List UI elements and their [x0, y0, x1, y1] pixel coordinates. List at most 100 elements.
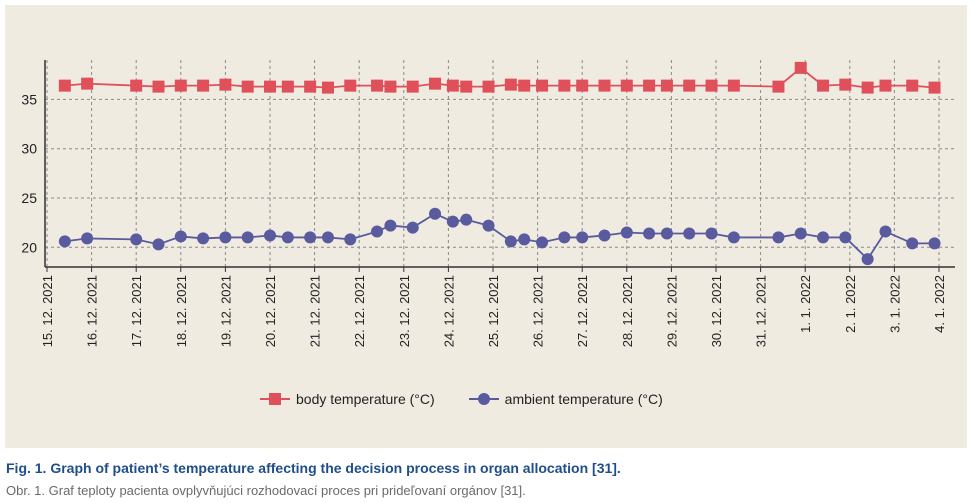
body-temperature-point — [727, 79, 740, 92]
body-temperature-swatch-icon — [260, 392, 290, 406]
ambient-temperature-point — [304, 231, 317, 244]
legend-item-ambient-temperature: ambient temperature (°C) — [468, 391, 663, 407]
legend-item-body-temperature: body temperature (°C) — [260, 391, 435, 407]
ambient-temperature-point — [130, 233, 143, 246]
x-tick-label: 4. 1. 2022 — [932, 275, 947, 333]
x-tick-label: 31. 12. 2021 — [754, 275, 769, 347]
y-tick-label: 35 — [21, 91, 37, 107]
ambient-temperature-point — [705, 227, 718, 240]
body-temperature-point — [504, 78, 517, 91]
ambient-temperature-point — [817, 231, 830, 244]
ambient-temperature-point — [504, 235, 517, 248]
ambient-temperature-point — [429, 207, 442, 220]
body-temperature-point — [620, 79, 633, 92]
body-temperature-point — [683, 79, 696, 92]
body-temperature-point — [219, 78, 232, 91]
x-tick-label: 17. 12. 2021 — [129, 275, 144, 347]
x-tick-label: 2. 1. 2022 — [843, 275, 858, 333]
ambient-temperature-point — [906, 237, 919, 250]
body-temperature-point — [794, 61, 807, 74]
body-temperature-point — [197, 79, 210, 92]
y-tick-label: 30 — [21, 141, 37, 157]
x-tick-label: 21. 12. 2021 — [308, 275, 323, 347]
x-tick-label: 30. 12. 2021 — [709, 275, 724, 347]
ambient-temperature-point — [321, 231, 334, 244]
ambient-temperature-point — [928, 237, 941, 250]
ambient-temperature-point — [643, 227, 656, 240]
body-temperature-point — [861, 81, 874, 94]
body-temperature-point — [660, 79, 673, 92]
ambient-temperature-point — [620, 226, 633, 239]
legend-label-body-temperature: body temperature (°C) — [296, 391, 435, 407]
body-temperature-point — [446, 79, 459, 92]
body-temperature-point — [384, 80, 397, 93]
x-tick-label: 16. 12. 2021 — [85, 275, 100, 347]
body-temperature-point — [906, 79, 919, 92]
body-temperature-point — [58, 79, 71, 92]
body-temperature-point — [598, 79, 611, 92]
x-tick-label: 24. 12. 2021 — [441, 275, 456, 347]
ambient-temperature-point — [598, 229, 611, 242]
temperature-chart: 20 25 30 35 15. 12. 2021 16. 12. 2021 17. 12. … — [21, 60, 955, 347]
ambient-temperature-swatch-icon — [468, 392, 499, 406]
ambient-temperature-point — [81, 232, 94, 245]
ambient-temperature-point — [219, 231, 232, 244]
body-temperature-point — [460, 80, 473, 93]
body-temperature-point — [879, 79, 892, 92]
x-tick-label: 29. 12. 2021 — [664, 275, 679, 347]
ambient-temperature-point — [660, 227, 673, 240]
ambient-temperature-point — [264, 229, 276, 242]
ambient-temperature-point — [460, 213, 473, 226]
y-tick-label: 20 — [21, 239, 37, 255]
ambient-temperature-point — [879, 225, 892, 238]
x-tick-label: 15. 12. 2021 — [40, 275, 55, 347]
body-temperature-point — [772, 80, 785, 93]
x-tick-label: 19. 12. 2021 — [218, 275, 233, 347]
body-temperature-point — [371, 79, 384, 92]
x-tick-label: 18. 12. 2021 — [174, 275, 189, 347]
x-tick-label: 25. 12. 2021 — [486, 275, 501, 347]
body-temperature-point — [281, 80, 294, 93]
body-temperature-point — [304, 80, 317, 93]
ambient-temperature-point — [152, 238, 165, 251]
body-temperature-series-line — [64, 66, 935, 89]
body-temperature-point — [576, 79, 589, 92]
x-tick-label: 27. 12. 2021 — [575, 275, 590, 347]
chart-legend: body temperature (°C) ambient temperatur… — [260, 388, 697, 410]
ambient-temperature-series-line — [64, 212, 935, 261]
body-temperature-point — [643, 79, 656, 92]
ambient-temperature-point — [683, 227, 696, 240]
ambient-temperature-point — [772, 231, 785, 244]
ambient-temperature-point — [558, 231, 571, 244]
body-temperature-point — [536, 79, 549, 92]
body-temperature-point — [482, 80, 495, 93]
ambient-temperature-point — [241, 231, 254, 244]
body-temperature-point — [174, 79, 187, 92]
body-temperature-point — [81, 77, 94, 90]
body-temperature-point — [817, 79, 830, 92]
body-temperature-point — [264, 80, 276, 93]
body-temperature-point — [241, 80, 254, 93]
ambient-temperature-point — [482, 219, 495, 232]
body-temperature-point — [518, 79, 531, 92]
x-tick-label: 1. 1. 2022 — [798, 275, 813, 333]
ambient-temperature-point — [344, 233, 357, 246]
x-tick-label: 22. 12. 2021 — [352, 275, 367, 347]
body-temperature-point — [928, 81, 941, 94]
ambient-temperature-point — [536, 236, 549, 249]
ambient-temperature-point — [861, 253, 874, 266]
y-tick-label: 25 — [21, 190, 37, 206]
ambient-temperature-point — [58, 235, 71, 248]
ambient-temperature-point — [839, 231, 852, 244]
ambient-temperature-point — [406, 221, 419, 234]
ambient-temperature-point — [446, 215, 459, 228]
x-tick-label: 3. 1. 2022 — [887, 275, 902, 333]
figure-panel: 20 25 30 35 15. 12. 2021 16. 12. 2021 17. 12. … — [5, 5, 967, 448]
body-temperature-point — [130, 79, 143, 92]
legend-label-ambient-temperature: ambient temperature (°C) — [504, 391, 663, 407]
body-temperature-point — [321, 81, 334, 94]
body-temperature-point — [429, 77, 442, 90]
ambient-temperature-point — [727, 231, 740, 244]
body-temperature-point — [558, 79, 571, 92]
ambient-temperature-point — [794, 227, 807, 240]
